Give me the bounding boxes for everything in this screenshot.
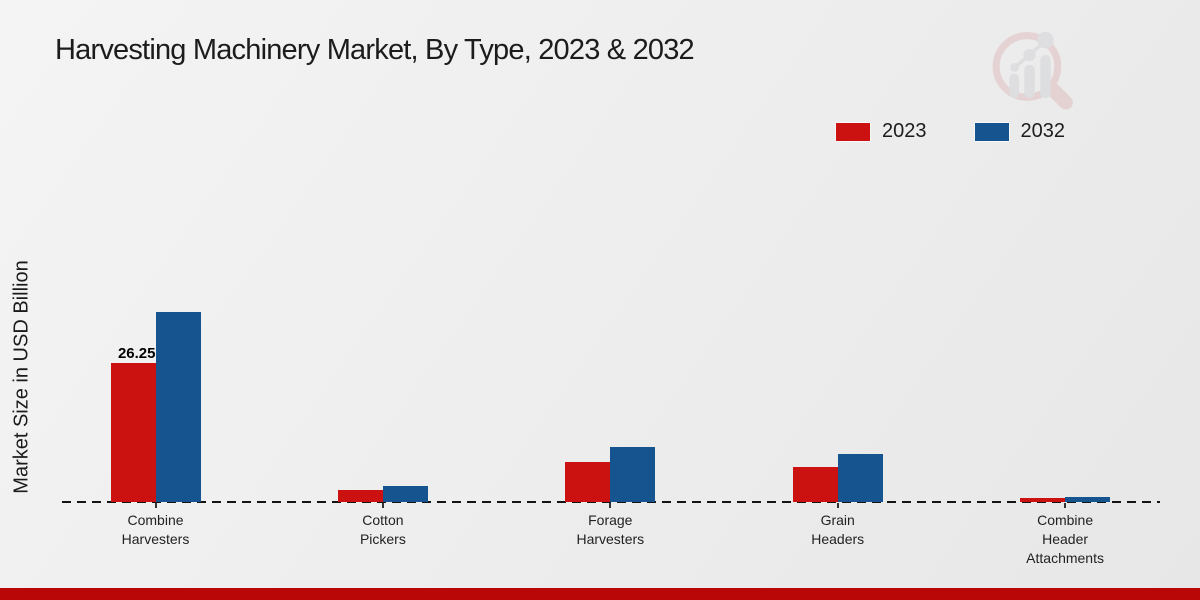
bar-2023-cotton-pickers bbox=[337, 490, 383, 502]
legend-label-2023: 2023 bbox=[882, 120, 927, 142]
x-axis-tick-combine-header-attachments bbox=[1064, 503, 1067, 508]
x-axis-label-combine-header-attachments: Combine Header Attachments bbox=[1026, 512, 1104, 566]
bar-2032-combine-harvesters bbox=[155, 312, 201, 502]
bar-2023-combine-harvesters bbox=[110, 363, 156, 502]
legend-swatch-2023 bbox=[836, 122, 870, 141]
chart-title: Harvesting Machinery Market, By Type, 20… bbox=[55, 34, 695, 66]
bar-value-label: 26.25 bbox=[117, 345, 156, 362]
bar-2032-cotton-pickers bbox=[382, 486, 428, 502]
legend-swatch-2032 bbox=[974, 122, 1009, 141]
bar-2023-forage-harvesters bbox=[565, 462, 611, 502]
market-research-watermark-logo bbox=[992, 31, 1073, 110]
legend-entry-2032: 2032 bbox=[974, 120, 1066, 143]
x-axis-tick-cotton-pickers bbox=[381, 503, 384, 508]
x-axis-label-cotton-pickers: Cotton Pickers bbox=[359, 512, 406, 547]
bar-2023-grain-headers bbox=[792, 467, 838, 502]
x-axis-label-combine-harvesters: Combine Harvesters bbox=[121, 512, 190, 547]
x-axis-tick-combine-harvesters bbox=[154, 503, 157, 508]
footer-brand-strip bbox=[0, 588, 1200, 600]
bar-2032-grain-headers bbox=[837, 454, 883, 502]
x-axis-baseline bbox=[62, 501, 1160, 503]
x-axis-label-forage-harvesters: Forage Harvesters bbox=[576, 512, 645, 547]
bar-2023-combine-header-attachments bbox=[1020, 498, 1066, 502]
legend: 2023 2032 bbox=[836, 120, 1065, 143]
legend-label-2032: 2032 bbox=[1020, 120, 1066, 142]
x-axis-tick-grain-headers bbox=[836, 503, 839, 508]
bar-2032-forage-harvesters bbox=[610, 447, 656, 502]
bar-2032-combine-header-attachments bbox=[1065, 497, 1111, 502]
x-axis-label-grain-headers: Grain Headers bbox=[811, 512, 865, 547]
x-axis-tick-forage-harvesters bbox=[609, 503, 612, 508]
legend-entry-2023: 2023 bbox=[836, 120, 927, 143]
